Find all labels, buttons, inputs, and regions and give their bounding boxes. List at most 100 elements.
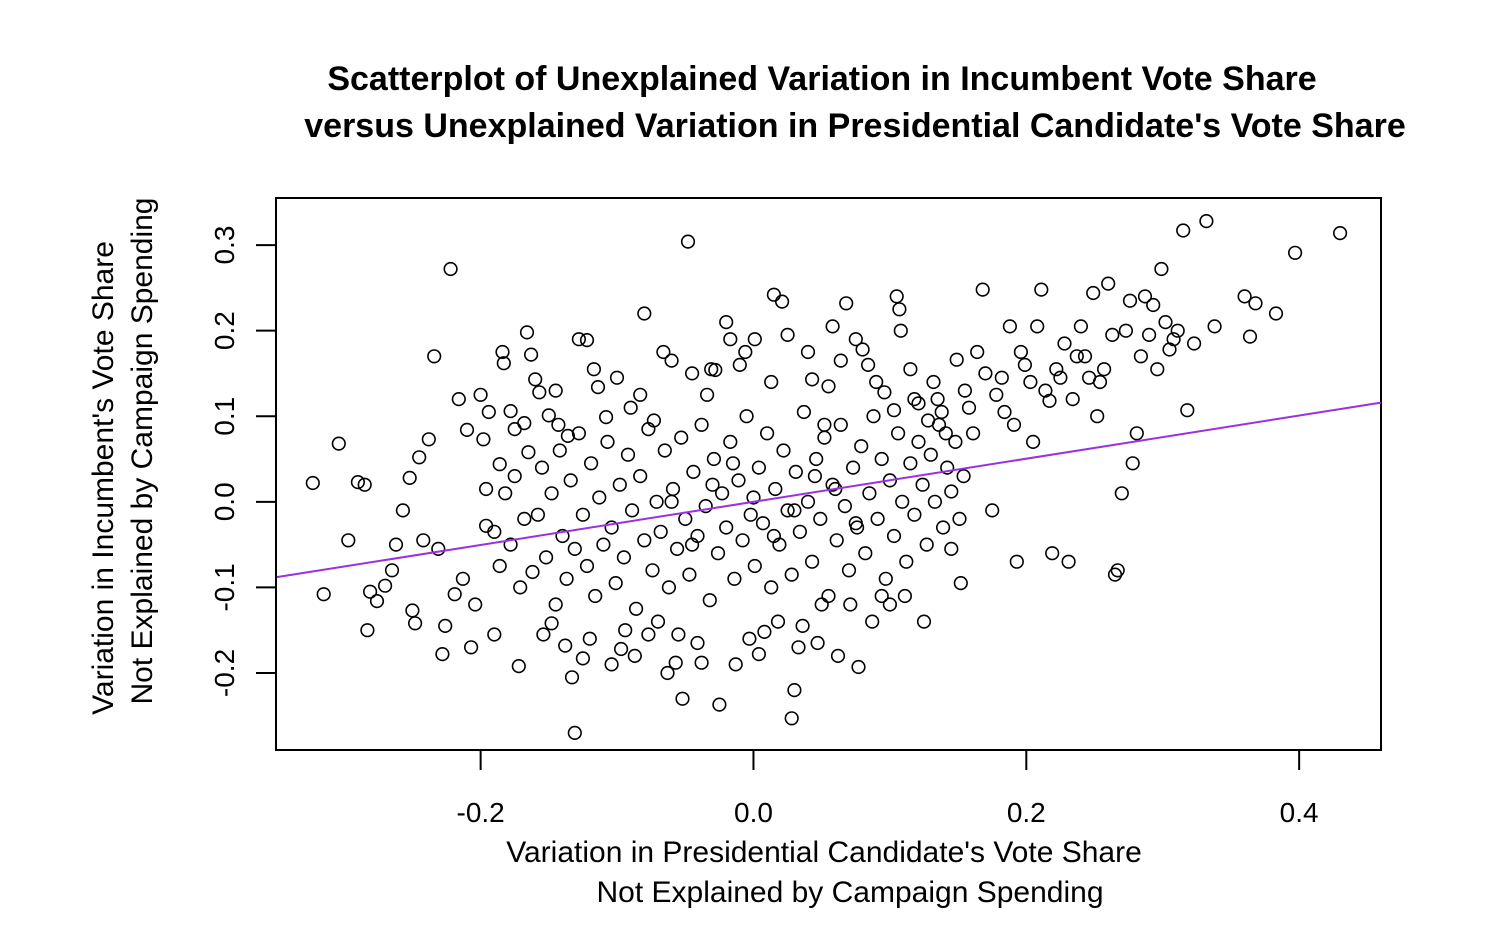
data-point [675, 691, 690, 706]
data-point [503, 537, 518, 552]
data-point [590, 380, 606, 395]
data-point [994, 370, 1009, 385]
data-point [916, 614, 932, 629]
points-layer [305, 214, 1348, 741]
data-point [810, 635, 825, 651]
x-axis-label-line-2: Not Explained by Campaign Spending [597, 876, 1104, 909]
data-point [953, 575, 968, 591]
data-point [517, 416, 532, 431]
data-point [1049, 362, 1064, 377]
data-point [839, 296, 854, 311]
data-point [684, 366, 700, 381]
y-tick-label: 0.0 [209, 482, 240, 521]
data-point [817, 430, 832, 445]
data-point [487, 524, 502, 539]
data-point [897, 588, 913, 604]
data-point [479, 481, 494, 497]
data-point [1166, 332, 1181, 347]
data-point [851, 659, 866, 675]
data-point [1141, 327, 1157, 343]
data-point [1133, 349, 1148, 364]
data-point [791, 640, 806, 655]
data-point [848, 516, 863, 531]
data-point [1146, 297, 1161, 313]
data-point [694, 655, 709, 670]
data-point [938, 426, 953, 441]
data-point [699, 387, 715, 402]
data-point [563, 473, 578, 488]
data-point [848, 332, 863, 347]
y-axis: -0.2 -0.1 0.0 0.1 0.2 0.3 [209, 226, 277, 697]
data-point [889, 289, 904, 304]
data-point [719, 520, 734, 535]
data-point [1186, 336, 1202, 351]
data-point [743, 507, 758, 522]
data-point [1154, 261, 1169, 277]
data-point [705, 477, 720, 492]
data-point [481, 404, 496, 420]
data-point [388, 537, 404, 552]
data-point [1137, 289, 1153, 304]
data-point [665, 481, 681, 497]
data-point [874, 451, 889, 467]
data-point [1034, 282, 1049, 297]
data-point [837, 499, 853, 514]
data-point [1248, 296, 1263, 311]
data-point [751, 460, 767, 475]
data-point [650, 614, 666, 629]
data-point [788, 464, 803, 480]
data-point [690, 635, 705, 651]
data-point [530, 507, 546, 522]
data-point [517, 511, 532, 527]
data-point [604, 657, 619, 672]
data-point [723, 332, 738, 347]
data-point [664, 494, 679, 509]
data-point [890, 426, 906, 441]
chart-title-line-2: versus Unexplained Variation in Presiden… [304, 107, 1405, 145]
data-point [738, 344, 753, 360]
data-point [714, 486, 730, 501]
data-point [496, 356, 511, 371]
data-point [1125, 456, 1140, 471]
data-point [1042, 393, 1057, 408]
data-point [746, 490, 761, 505]
x-axis: -0.2 0.0 0.2 0.4 [457, 749, 1319, 828]
data-point [609, 370, 625, 385]
data-point [935, 520, 951, 535]
data-point [757, 624, 772, 640]
data-point [641, 627, 656, 642]
data-point [618, 623, 633, 638]
data-point [866, 409, 881, 424]
data-point [1158, 315, 1173, 330]
data-point [989, 387, 1004, 402]
data-point [893, 323, 908, 338]
data-point [1092, 374, 1108, 390]
data-point [1025, 434, 1041, 450]
data-point [544, 616, 559, 631]
data-point [455, 571, 471, 586]
data-point [1150, 362, 1165, 377]
data-point [653, 524, 668, 539]
data-point [395, 503, 411, 518]
data-point [305, 475, 320, 491]
data-point [728, 657, 743, 672]
data-point [854, 439, 869, 454]
data-point [633, 387, 648, 402]
data-point [487, 627, 502, 642]
data-point [686, 464, 701, 480]
data-point [583, 456, 599, 471]
data-point [612, 477, 627, 492]
data-point [596, 537, 611, 552]
data-point [613, 641, 629, 657]
data-point [1107, 567, 1123, 582]
data-point [807, 469, 823, 484]
data-point [660, 665, 675, 681]
data-point [804, 554, 820, 569]
data-point [571, 332, 587, 347]
data-point [604, 520, 619, 535]
data-point [579, 333, 595, 348]
data-point [830, 648, 846, 664]
data-point [1170, 323, 1185, 338]
data-point [571, 426, 587, 441]
data-point [742, 631, 757, 646]
